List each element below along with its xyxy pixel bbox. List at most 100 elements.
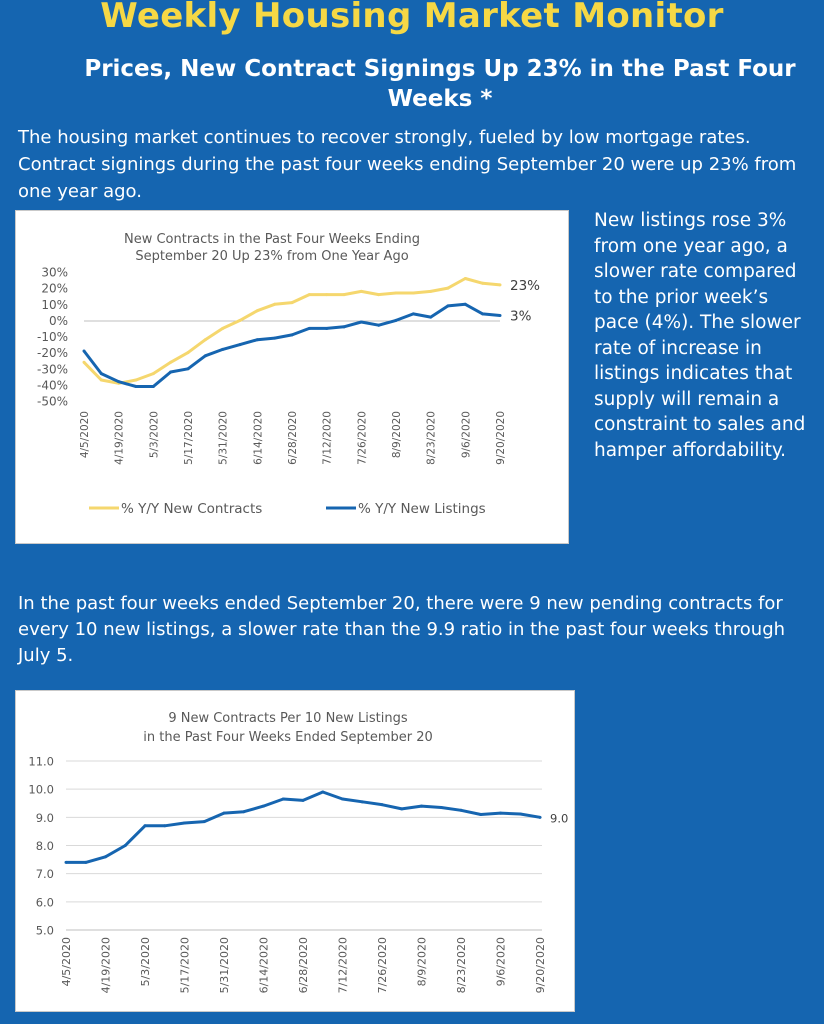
chart1-data-point <box>429 315 433 319</box>
chart1-data-point <box>117 380 121 384</box>
chart1-x-tick-label: 4/5/2020 <box>79 411 91 458</box>
chart1-x-tick-label: 5/3/2020 <box>148 411 160 458</box>
chart1-data-point <box>99 372 103 376</box>
chart1-data-point <box>325 293 329 297</box>
chart1-series-line-0 <box>82 277 501 385</box>
chart2-data-point <box>380 803 384 807</box>
chart1-data-point <box>463 302 467 306</box>
chart1-data-point <box>429 289 433 293</box>
chart1-data-point <box>377 323 381 327</box>
chart1-title-line-2: September 20 Up 23% from One Year Ago <box>135 249 408 264</box>
chart2-data-point <box>84 860 88 864</box>
chart2-data-point <box>341 797 344 801</box>
chart2-data-point <box>163 824 167 828</box>
chart2-data-point <box>321 790 325 794</box>
chart1-data-point <box>221 326 225 330</box>
chart2-x-tick-label: 6/28/2020 <box>297 937 310 993</box>
chart2-x-tick-label: 9/6/2020 <box>495 937 508 986</box>
chart2-data-point <box>242 810 246 814</box>
chart1-y-tick-label: 0% <box>49 314 68 328</box>
chart1-data-point <box>411 312 415 316</box>
chart1-x-tick-label: 5/31/2020 <box>218 411 230 465</box>
chart1-y-tick-label: -20% <box>37 346 68 360</box>
chart1-data-point <box>273 336 277 340</box>
chart1-y-tick-label: -30% <box>37 362 68 376</box>
chart1-x-tick-label: 5/17/2020 <box>183 411 195 465</box>
chart2-data-point <box>439 805 443 809</box>
chart1-legend: % Y/Y New Contracts % Y/Y New Listings <box>89 501 486 517</box>
chart1-data-point <box>238 318 242 322</box>
chart2-x-tick-label: 6/14/2020 <box>258 937 271 993</box>
chart1-x-tick-label: 8/23/2020 <box>426 411 438 465</box>
chart1-data-point <box>255 309 259 313</box>
chart2-y-tick-label: 9.0 <box>36 811 54 825</box>
ratio-chart: 9 New Contracts Per 10 New Listings in t… <box>28 711 568 993</box>
chart1-data-point <box>203 354 207 358</box>
chart2-data-point <box>262 804 265 808</box>
chart1-end-label: 23% <box>510 278 540 294</box>
chart1-y-tick-label: -50% <box>37 395 68 409</box>
chart2-y-tick-label: 5.0 <box>36 924 54 938</box>
chart1-data-point <box>82 360 86 364</box>
chart1-y-tick-label: 30% <box>41 266 68 280</box>
chart2-data-point <box>499 811 502 815</box>
chart1-data-point <box>342 293 346 297</box>
chart1-x-tick-label: 8/9/2020 <box>391 411 403 458</box>
chart2-x-tick-label: 9/20/2020 <box>534 937 547 993</box>
ratio-chart-panel: 9 New Contracts Per 10 New Listings in t… <box>15 690 575 1012</box>
listings-commentary: New listings rose 3% from one year ago, … <box>594 210 806 461</box>
chart2-data-point <box>64 860 68 864</box>
chart1-y-tick-label: -40% <box>37 378 68 392</box>
chart1-data-point <box>290 301 294 305</box>
chart1-data-point <box>446 304 450 308</box>
chart1-y-tick-label: 10% <box>41 298 68 312</box>
chart2-y-tick-label: 10.0 <box>28 783 54 797</box>
chart2-x-tick-label: 8/9/2020 <box>416 937 429 986</box>
chart1-data-point <box>238 343 242 347</box>
chart2-data-point <box>360 800 364 804</box>
chart1-data-point <box>203 338 207 342</box>
chart1-data-point <box>498 314 502 318</box>
chart2-data-point <box>538 815 542 819</box>
chart2-data-point <box>222 811 226 815</box>
chart2-x-tick-label: 4/19/2020 <box>100 937 113 993</box>
chart1-data-point <box>307 326 311 330</box>
chart1-data-point <box>498 283 502 287</box>
chart1-y-tick-label: -10% <box>37 330 68 344</box>
chart2-x-tick-label: 8/23/2020 <box>455 937 468 993</box>
chart2-data-point <box>183 821 186 825</box>
chart2-data-point <box>420 804 423 808</box>
contracts-listings-chart-panel: New Contracts in the Past Four Weeks End… <box>15 210 569 544</box>
chart2-data-point <box>143 824 147 828</box>
chart1-y-tick-label: 20% <box>41 282 68 296</box>
chart2-data-point <box>281 797 285 801</box>
chart1-x-tick-label: 6/28/2020 <box>287 411 299 465</box>
chart1-data-point <box>186 351 190 355</box>
chart2-data-point <box>459 808 463 812</box>
chart2-title-line-2: in the Past Four Weeks Ended September 2… <box>143 730 433 745</box>
chart1-data-point <box>134 384 138 388</box>
chart1-data-point <box>359 320 363 324</box>
chart1-x-tick-label: 7/12/2020 <box>322 411 334 465</box>
chart1-data-point <box>99 378 103 382</box>
chart2-x-tick-label: 7/26/2020 <box>376 937 389 993</box>
chart1-end-label: 3% <box>510 309 532 325</box>
chart2-y-tick-label: 11.0 <box>28 755 54 769</box>
chart1-data-point <box>325 326 329 330</box>
chart1-data-point <box>151 384 155 388</box>
legend-label-contracts: % Y/Y New Contracts <box>121 501 262 517</box>
chart1-data-point <box>307 293 311 297</box>
legend-label-listings: % Y/Y New Listings <box>358 501 486 517</box>
chart1-data-point <box>359 289 363 293</box>
intro-paragraph: The housing market continues to recover … <box>18 127 797 202</box>
chart2-y-tick-label: 8.0 <box>36 839 54 853</box>
contracts-listings-chart: New Contracts in the Past Four Weeks End… <box>37 232 540 517</box>
chart1-data-point <box>446 286 450 290</box>
chart2-data-point <box>123 844 127 847</box>
chart1-x-tick-label: 9/6/2020 <box>460 411 472 458</box>
chart1-title-line-1: New Contracts in the Past Four Weeks End… <box>124 232 420 247</box>
chart1-data-point <box>134 378 138 382</box>
chart1-data-point <box>186 367 190 371</box>
chart1-x-tick-label: 9/20/2020 <box>495 411 507 465</box>
page-title: Weekly Housing Market Monitor <box>100 0 724 36</box>
